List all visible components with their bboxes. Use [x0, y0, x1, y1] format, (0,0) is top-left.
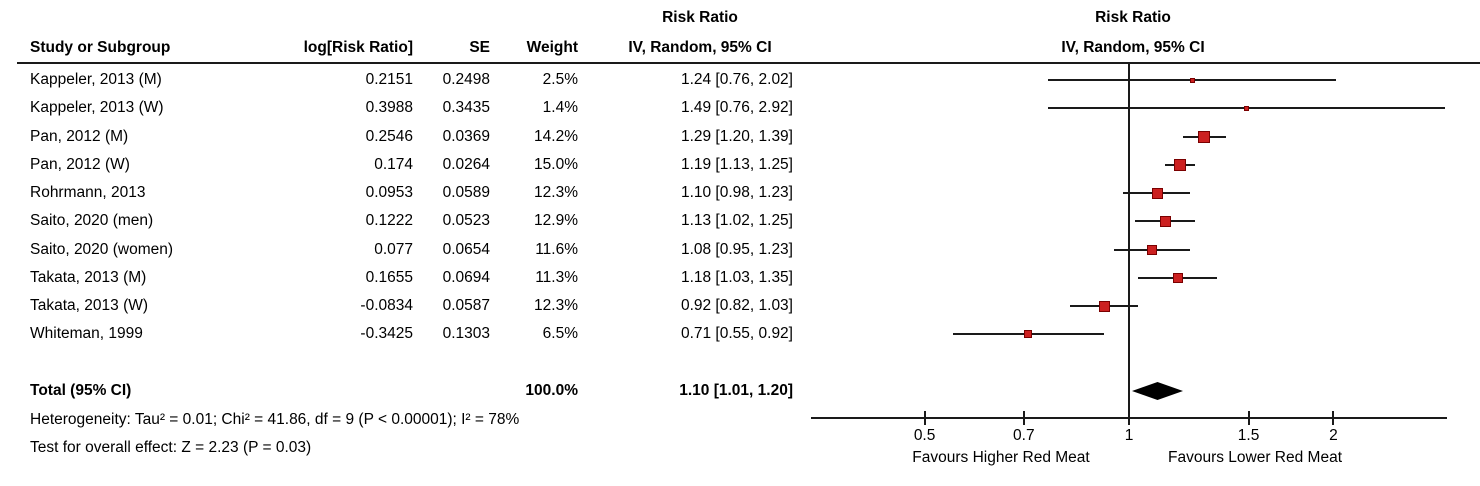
study-row-label: Kappeler, 2013 (M): [30, 71, 162, 88]
study-row-se: 0.0654: [442, 240, 490, 258]
plot-effect-header-top: Risk Ratio: [1095, 9, 1171, 26]
study-row-label: Pan, 2012 (W): [30, 155, 130, 173]
favours-left-label: Favours Higher Red Meat: [912, 449, 1090, 466]
axis-tick: [1128, 411, 1130, 425]
effect-marker: [1098, 300, 1110, 312]
study-row-weight: 14.2%: [534, 127, 578, 145]
study-row-se: 0.0694: [442, 268, 490, 286]
study-row-ci-text: 0.71 [0.55, 0.92]: [680, 325, 793, 343]
study-row-weight: 12.9%: [534, 212, 578, 230]
study-row-logrr: 0.1222: [365, 212, 413, 230]
study-row-logrr: 0.2546: [365, 127, 413, 145]
study-row-logrr: 0.3988: [365, 99, 413, 117]
overall-effect-text: Test for overall effect: Z = 2.23 (P = 0…: [30, 439, 312, 456]
study-row-ci-text: 1.10 [0.98, 1.23]: [680, 184, 793, 201]
study-row-ci-text: 1.24 [0.76, 2.02]: [680, 71, 793, 88]
effect-marker: [1198, 130, 1211, 143]
total-diamond: [1132, 382, 1183, 400]
axis-tick: [1022, 411, 1025, 425]
study-row-label: Whiteman, 1999: [30, 325, 143, 343]
study-row-label: Saito, 2020 (men): [30, 212, 154, 230]
study-row-se: 0.0369: [442, 127, 490, 145]
study-row-se: 0.2498: [442, 71, 490, 88]
study-row-se: 0.0589: [442, 184, 490, 201]
study-row-logrr: -0.3425: [360, 325, 413, 343]
study-row-ci-text: 1.29 [1.20, 1.39]: [680, 127, 793, 145]
study-row-label: Takata, 2013 (W): [30, 297, 149, 314]
table-effect-header-top: Risk Ratio: [662, 9, 738, 26]
effect-marker: [1159, 215, 1171, 227]
study-row-logrr: 0.2151: [365, 71, 413, 88]
axis-tick-label: 0.7: [1013, 427, 1035, 444]
axis-tick-label: 0.5: [913, 427, 936, 444]
study-row-weight: 11.3%: [535, 268, 578, 286]
favours-right-label: Favours Lower Red Meat: [1167, 449, 1343, 466]
table-header-weight: Weight: [526, 39, 578, 56]
study-row-se: 0.3435: [442, 99, 490, 117]
study-row-label: Kappeler, 2013 (W): [30, 99, 164, 117]
total-weight: 100.0%: [525, 382, 578, 399]
axis-tick: [1247, 411, 1250, 425]
study-row-weight: 6.5%: [542, 325, 578, 343]
study-row-se: 0.0587: [442, 297, 490, 314]
zero-line: [1128, 64, 1130, 418]
study-row-se: 0.1303: [442, 325, 490, 343]
effect-marker: [1146, 244, 1157, 255]
plot-effect-header-bottom: IV, Random, 95% CI: [1061, 39, 1205, 56]
study-row-logrr: 0.077: [374, 240, 413, 258]
header-divider: [17, 62, 1480, 64]
axis-tick: [923, 411, 926, 425]
table-header-logrr: log[Risk Ratio]: [303, 39, 413, 56]
study-row-se: 0.0264: [442, 155, 490, 173]
table-effect-header-bottom: IV, Random, 95% CI: [628, 39, 772, 56]
study-row-ci-text: 1.18 [1.03, 1.35]: [680, 268, 793, 286]
study-row-logrr: -0.0834: [360, 297, 413, 314]
effect-marker: [1174, 158, 1187, 171]
study-row-weight: 1.4%: [542, 99, 578, 117]
study-row-label: Rohrmann, 2013: [30, 184, 146, 201]
effect-marker: [1189, 77, 1195, 83]
total-ci-text: 1.10 [1.01, 1.20]: [679, 382, 793, 399]
axis-tick-label: 2: [1329, 427, 1338, 444]
effect-marker: [1172, 272, 1183, 283]
study-row-label: Pan, 2012 (M): [30, 127, 129, 145]
effect-marker: [1244, 105, 1250, 111]
table-header-study: Study or Subgroup: [30, 39, 171, 56]
study-row-weight: 15.0%: [534, 155, 578, 173]
axis-tick: [1332, 411, 1335, 425]
table-header-se: SE: [469, 39, 490, 56]
study-row-weight: 12.3%: [534, 184, 578, 201]
axis-tick-label: 1: [1124, 427, 1134, 444]
heterogeneity-text: Heterogeneity: Tau² = 0.01; Chi² = 41.86…: [30, 411, 520, 428]
study-row-logrr: 0.174: [374, 155, 413, 173]
study-row-ci-text: 0.92 [0.82, 1.03]: [680, 297, 793, 314]
study-row-label: Saito, 2020 (women): [30, 240, 174, 258]
study-row-logrr: 0.1655: [365, 268, 413, 286]
axis-tick-label: 1.5: [1237, 427, 1260, 444]
study-row-logrr: 0.0953: [365, 184, 413, 201]
study-row-weight: 12.3%: [534, 297, 578, 314]
study-row-weight: 2.5%: [542, 71, 578, 88]
effect-marker: [1151, 187, 1163, 199]
study-row-label: Takata, 2013 (M): [30, 268, 147, 286]
study-row-se: 0.0523: [442, 212, 490, 230]
effect-marker: [1024, 330, 1032, 339]
study-row-ci-text: 1.19 [1.13, 1.25]: [680, 155, 793, 173]
study-row-ci-text: 1.49 [0.76, 2.92]: [680, 99, 793, 117]
study-row-weight: 11.6%: [535, 240, 578, 258]
total-label: Total (95% CI): [30, 382, 132, 399]
study-row-ci-text: 1.13 [1.02, 1.25]: [680, 212, 793, 230]
study-row-ci-text: 1.08 [0.95, 1.23]: [680, 240, 793, 258]
